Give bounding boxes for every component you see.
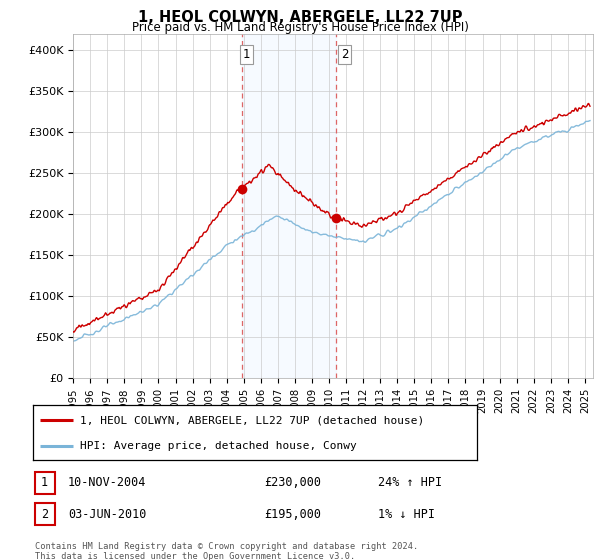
Text: 03-JUN-2010: 03-JUN-2010 xyxy=(68,507,146,521)
Text: 1: 1 xyxy=(242,48,250,60)
Text: 10-NOV-2004: 10-NOV-2004 xyxy=(68,476,146,489)
Bar xyxy=(242,34,336,378)
Text: 2: 2 xyxy=(41,507,48,521)
Text: 1, HEOL COLWYN, ABERGELE, LL22 7UP: 1, HEOL COLWYN, ABERGELE, LL22 7UP xyxy=(138,10,462,25)
Text: 1% ↓ HPI: 1% ↓ HPI xyxy=(378,507,435,521)
Text: £230,000: £230,000 xyxy=(264,476,321,489)
Text: 24% ↑ HPI: 24% ↑ HPI xyxy=(378,476,442,489)
Text: 2: 2 xyxy=(341,48,348,60)
Text: Price paid vs. HM Land Registry's House Price Index (HPI): Price paid vs. HM Land Registry's House … xyxy=(131,21,469,34)
Text: Contains HM Land Registry data © Crown copyright and database right 2024.
This d: Contains HM Land Registry data © Crown c… xyxy=(35,542,418,560)
Text: £195,000: £195,000 xyxy=(264,507,321,521)
Text: 1, HEOL COLWYN, ABERGELE, LL22 7UP (detached house): 1, HEOL COLWYN, ABERGELE, LL22 7UP (deta… xyxy=(80,416,424,425)
Text: 1: 1 xyxy=(41,476,48,489)
Text: HPI: Average price, detached house, Conwy: HPI: Average price, detached house, Conw… xyxy=(80,441,356,450)
